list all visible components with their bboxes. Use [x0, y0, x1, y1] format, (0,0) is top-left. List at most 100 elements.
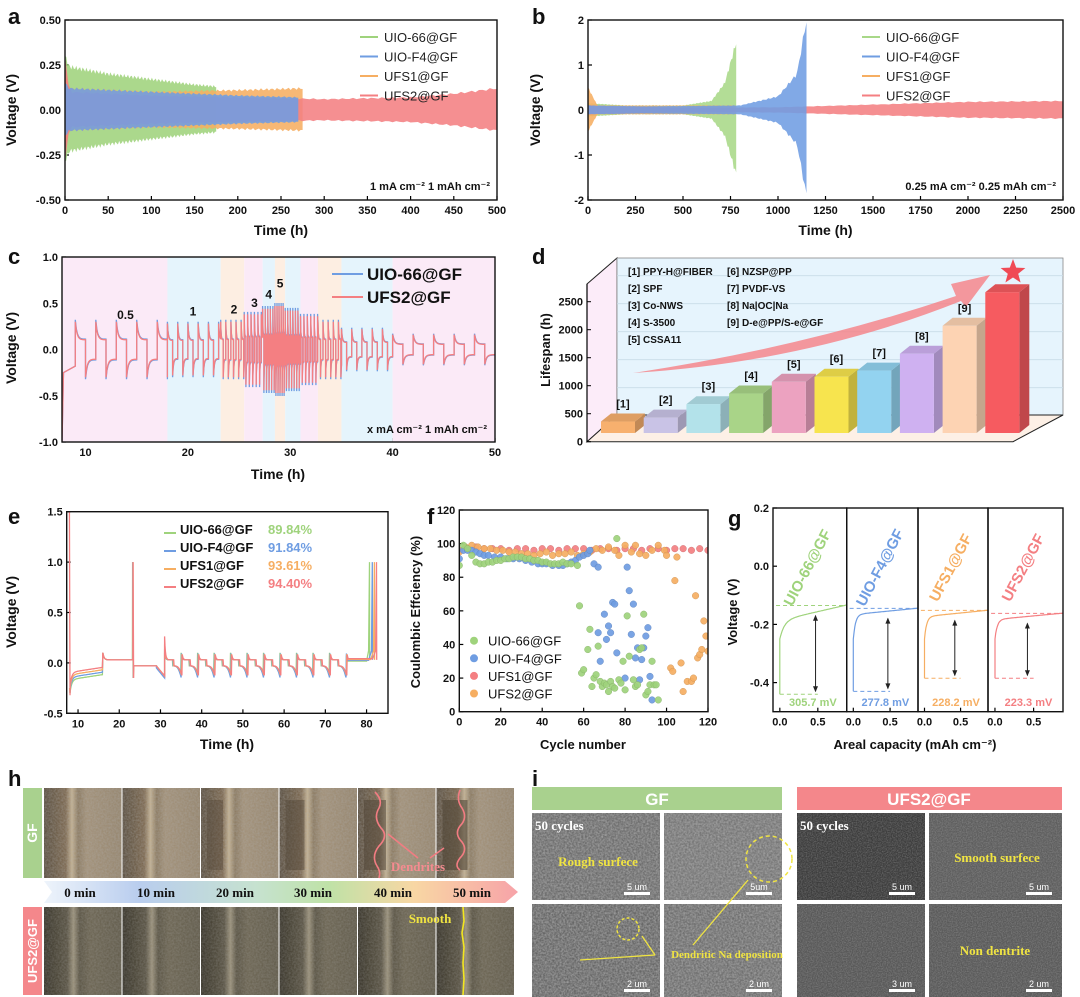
sem-texture	[797, 904, 925, 997]
bar-9	[942, 317, 987, 433]
highlight-circle	[616, 917, 640, 941]
scale-bar-label: 5 um	[1029, 882, 1049, 892]
dendrite-growth-region	[364, 800, 386, 870]
data-point	[617, 679, 625, 687]
scatter-series-uio-f4-gf	[459, 546, 656, 704]
panel-i: GF UFS2@GF 5 um 5um 5 um 5 um 2 um 2 um 3 um 2 um…	[532, 787, 1062, 997]
legend-marker	[470, 654, 478, 663]
header-label-gf: GF	[645, 790, 669, 809]
data-point	[638, 656, 646, 664]
arrow-head	[1024, 670, 1030, 677]
x-tick-label: 0.5	[882, 717, 897, 729]
header-label-ufs2: UFS2@GF	[887, 790, 971, 809]
scale-bar	[624, 892, 650, 895]
arrow-head	[952, 670, 958, 677]
bar-top	[942, 317, 987, 326]
rough-surface-annotation: Rough surfece	[558, 854, 638, 869]
panel-label: d	[532, 244, 545, 269]
y-tick-label: 0.25	[40, 60, 61, 72]
trend-arrow	[633, 275, 990, 373]
bar-1	[601, 413, 645, 433]
bar-side	[720, 396, 731, 433]
image-texture	[279, 907, 357, 995]
x-tick-label: 150	[185, 205, 203, 217]
axes-frame	[61, 256, 496, 443]
plot-area	[65, 56, 497, 162]
scale-bar-label: 5 um	[892, 882, 912, 892]
x-tick-label: 60	[278, 718, 290, 730]
image-texture	[122, 907, 200, 995]
y-axis-title: Voltage (V)	[527, 74, 543, 146]
y-tick-label: 0.0	[754, 561, 769, 573]
coulombic-efficiency-value: 94.40%	[268, 576, 313, 591]
image-texture	[44, 907, 122, 995]
highlight-circle	[745, 835, 793, 883]
data-point	[604, 622, 613, 630]
data-point	[689, 674, 698, 682]
bar-top	[899, 345, 944, 354]
y-tick-label: 0	[578, 105, 584, 117]
panel-label: e	[8, 504, 20, 529]
row-label-ufs2: UFS2@GF	[25, 919, 40, 983]
bar-3	[686, 396, 731, 433]
data-point	[654, 696, 662, 704]
x-axis-title: Time (h)	[251, 466, 305, 482]
row-label-box-gf	[23, 788, 42, 878]
data-point	[679, 687, 687, 696]
time-label: 50 min	[453, 885, 492, 900]
legend-marker	[470, 689, 478, 698]
x-tick-label: 0.0	[987, 717, 1002, 729]
data-point	[573, 561, 581, 570]
x-tick-label: 100	[142, 205, 160, 217]
data-point	[621, 686, 629, 694]
legend-label: UIO-F4@GF	[488, 651, 562, 666]
y-tick-label: -0.2	[750, 619, 769, 631]
x-tick-label: 40	[196, 718, 208, 730]
y-tick-label: 60	[443, 606, 455, 618]
dendrite-growth-region	[207, 800, 223, 870]
x-tick-label: 0	[456, 717, 462, 729]
scale-bar	[1026, 892, 1052, 895]
x-tick-label: 20	[182, 447, 194, 459]
y-tick-label: 0.0	[43, 345, 58, 357]
axes-frame	[65, 511, 389, 715]
data-point	[594, 629, 602, 637]
data-point	[586, 625, 594, 633]
bar-top	[857, 362, 902, 371]
y-tick-label: -0.50	[36, 195, 61, 207]
y-tick-label: 500	[565, 409, 583, 421]
rotated-series-label: UFS2@GF	[999, 531, 1049, 604]
overpotential-value: 228.2 mV	[932, 697, 980, 709]
data-point	[671, 545, 679, 553]
data-point	[607, 629, 615, 637]
data-point	[602, 635, 610, 643]
image-texture	[201, 788, 279, 878]
x-tick-label: 2500	[1051, 205, 1075, 217]
bar-side	[805, 373, 816, 433]
x-tick-label: 1000	[766, 205, 790, 217]
y-tick-label: 0.0	[47, 658, 62, 670]
data-point	[625, 587, 633, 595]
bar-top	[643, 409, 688, 418]
bar-5	[771, 373, 816, 433]
subplot-ufs2-gf: 0.0 0.5 UFS2@GF 223.3 mV	[987, 507, 1064, 729]
data-point	[621, 541, 629, 549]
bar-front	[857, 370, 892, 433]
legend-label: UIO-66@GF	[886, 30, 959, 45]
scale-bar-label: 2 um	[627, 979, 647, 989]
dendritic-deposition-annotation: Dendritic Na deposition	[671, 949, 783, 961]
bar-front	[601, 421, 635, 433]
sem-texture	[929, 904, 1062, 997]
x-tick-label: 10	[72, 718, 84, 730]
x-axis-title: Time (h)	[200, 736, 254, 752]
y-tick-label: -1	[574, 150, 584, 162]
y-tick-label: -0.5	[39, 391, 58, 403]
x-tick-label: 70	[319, 718, 331, 730]
x-tick-label: 300	[315, 205, 333, 217]
legend-entry: [8] Na|OC|Na	[727, 301, 789, 312]
x-tick-label: 250	[626, 205, 644, 217]
y-tick-label: 1.0	[43, 252, 58, 264]
y-tick-label: -0.4	[750, 678, 770, 690]
data-point	[648, 696, 656, 704]
